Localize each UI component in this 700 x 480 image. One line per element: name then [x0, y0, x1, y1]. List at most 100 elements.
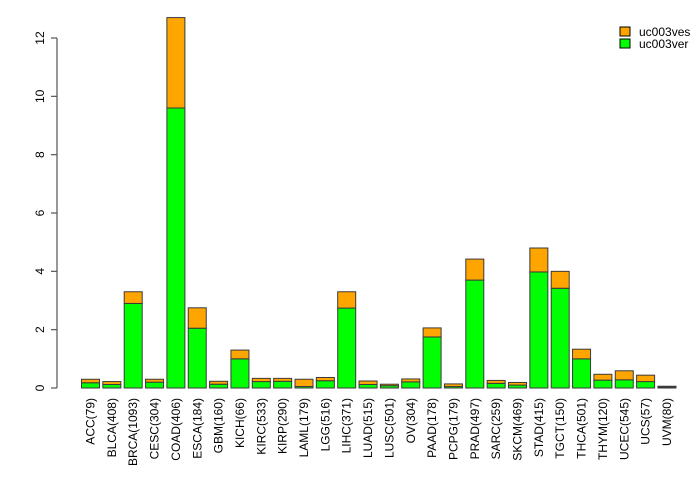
bar-sarc-259-: [486, 379, 506, 389]
bar-segment-uc003ves: [294, 378, 314, 388]
bar-lgg-516-: [315, 377, 335, 389]
bar-prad-497-: [465, 258, 485, 389]
bar-segment-uc003ves: [508, 381, 527, 386]
bar-segment-uc003ves: [529, 247, 549, 273]
bar-segment-uc003ver: [636, 381, 656, 389]
bar-kirc-533-: [251, 377, 271, 389]
bar-segment-uc003ver: [187, 327, 207, 389]
bar-segment-uc003ves: [145, 378, 165, 383]
bar-segment-uc003ves: [636, 374, 656, 383]
bar-segment-uc003ves: [187, 307, 207, 329]
bar-segment-uc003ver: [209, 383, 229, 389]
bar-segment-uc003ver: [315, 380, 335, 389]
x-tick-label: SARC(259): [489, 398, 503, 459]
bar-segment-uc003ver: [572, 358, 592, 389]
x-tick-label: GBM(160): [212, 398, 226, 453]
bar-segment-uc003ver: [550, 287, 570, 389]
bar-segment-uc003ves: [123, 291, 143, 304]
bar-esca-184-: [187, 307, 207, 389]
y-tick-label: 12: [33, 31, 47, 45]
bar-paad-178-: [422, 327, 442, 389]
bar-segment-uc003ves: [81, 378, 100, 384]
x-tick-label: LUSC(501): [382, 398, 396, 458]
x-tick-label: ACC(79): [84, 398, 98, 445]
x-tick-label: CESC(304): [148, 398, 162, 459]
bar-segment-uc003ves: [657, 385, 677, 388]
x-tick-label: LAML(179): [297, 398, 311, 457]
x-tick-label: PCPG(179): [446, 398, 460, 460]
bar-skcm-469-: [508, 381, 527, 389]
x-tick-label: LUAD(515): [361, 398, 375, 458]
bar-segment-uc003ves: [337, 291, 357, 309]
bar-segment-uc003ver: [81, 382, 100, 389]
bar-segment-uc003ver: [123, 302, 143, 389]
bar-stad-415-: [529, 247, 549, 389]
x-tick-label: PAAD(178): [425, 398, 439, 458]
bar-segment-uc003ves: [486, 379, 506, 384]
bar-segment-uc003ver: [230, 358, 250, 389]
y-tick-label: 6: [33, 209, 47, 216]
x-tick-label: UCS(57): [639, 398, 653, 445]
bar-ucs-57-: [636, 374, 656, 389]
bar-uvm-80-: [657, 385, 677, 389]
legend: uc003ves uc003ver: [619, 25, 690, 51]
bar-segment-uc003ver: [145, 381, 165, 389]
bar-segment-uc003ves: [550, 270, 570, 289]
bar-ov-304-: [401, 378, 421, 389]
bar-segment-uc003ves: [166, 17, 186, 109]
bar-tgct-150-: [550, 270, 570, 389]
bar-laml-179-: [294, 378, 314, 389]
bar-kich-66-: [230, 349, 250, 389]
y-axis: 0 2 4 6 8 10 12: [33, 31, 58, 391]
bar-segment-uc003ver: [529, 271, 549, 389]
x-tick-label: BLCA(408): [105, 398, 119, 457]
bar-segment-uc003ver: [273, 380, 293, 389]
bar-segment-uc003ver: [166, 107, 186, 389]
bar-segment-uc003ves: [443, 383, 463, 388]
bar-segment-uc003ver: [614, 379, 634, 389]
bar-segment-uc003ver: [465, 279, 485, 389]
bar-thym-120-: [593, 373, 613, 389]
legend-swatch-uc003ver: [619, 38, 631, 49]
y-tick-label: 2: [33, 326, 47, 333]
bar-segment-uc003ves: [358, 380, 378, 386]
x-tick-label: TGCT(150): [553, 398, 567, 459]
bar-gbm-160-: [209, 380, 229, 389]
bar-segment-uc003ver: [422, 336, 442, 389]
x-tick-label: OV(304): [404, 398, 418, 443]
x-tick-label: SKCM(469): [511, 398, 525, 461]
x-tick-label: KIRP(290): [276, 398, 290, 454]
bar-segment-uc003ves: [401, 378, 421, 383]
bar-segment-uc003ves: [251, 377, 271, 383]
bar-coad-406-: [166, 17, 186, 389]
x-tick-label: THYM(120): [596, 398, 610, 460]
bar-ucec-545-: [614, 370, 634, 389]
bar-segment-uc003ver: [593, 379, 613, 389]
y-tick-label: 0: [33, 384, 47, 391]
x-tick-label: PRAD(497): [468, 398, 482, 459]
bar-segment-uc003ves: [593, 373, 613, 381]
x-tick-label: BRCA(1093): [126, 398, 140, 466]
bar-segment-uc003ves: [273, 377, 293, 382]
bar-segment-uc003ves: [102, 381, 122, 386]
bar-segment-uc003ver: [401, 381, 421, 389]
bar-blca-408-: [102, 381, 122, 389]
bar-lihc-371-: [337, 291, 357, 389]
bar-luad-515-: [358, 380, 378, 389]
bar-series-group: [81, 17, 677, 389]
x-tick-label: KICH(66): [233, 398, 247, 448]
bar-cesc-304-: [145, 378, 165, 389]
bar-pcpg-179-: [443, 383, 463, 389]
x-tick-label: KIRC(533): [254, 398, 268, 455]
y-tick-label: 4: [33, 268, 47, 275]
bar-segment-uc003ver: [337, 307, 357, 389]
x-tick-label: UVM(80): [660, 398, 674, 446]
bar-segment-uc003ver: [358, 384, 378, 389]
y-tick-label: 8: [33, 151, 47, 158]
x-tick-label: COAD(406): [169, 398, 183, 461]
legend-label-uc003ver: uc003ver: [639, 37, 688, 51]
legend-swatch-uc003ves: [619, 26, 631, 37]
bar-acc-79-: [81, 378, 100, 389]
